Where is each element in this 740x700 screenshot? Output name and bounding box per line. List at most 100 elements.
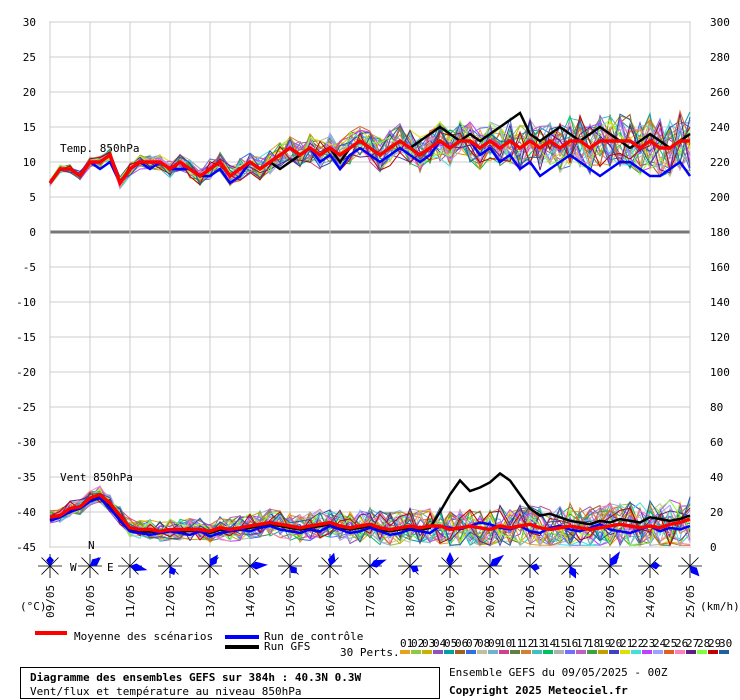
left-tick-label: 25 bbox=[23, 51, 36, 64]
pert-swatch bbox=[587, 650, 597, 654]
wind-rose bbox=[518, 554, 542, 578]
mean-legend-swatch bbox=[35, 631, 67, 635]
left-tick-label: -5 bbox=[23, 261, 36, 274]
rose-petal bbox=[130, 563, 148, 572]
temp-panel-label: Temp. 850hPa bbox=[60, 142, 139, 155]
pert-swatch bbox=[609, 650, 619, 654]
pert-number: 06 bbox=[455, 637, 468, 650]
rose-petal bbox=[610, 551, 621, 566]
right-tick-label: 300 bbox=[710, 16, 730, 29]
compass-e: E bbox=[107, 561, 114, 574]
left-tick-label: 5 bbox=[29, 191, 36, 204]
x-date-label: 18/05 bbox=[404, 585, 417, 618]
gfs-legend-swatch bbox=[225, 645, 259, 649]
wind-rose bbox=[678, 554, 702, 578]
pert-number: 09 bbox=[488, 637, 501, 650]
left-tick-label: -10 bbox=[16, 296, 36, 309]
right-tick-label: 260 bbox=[710, 86, 730, 99]
info-box: Diagramme des ensembles GEFS sur 384h : … bbox=[20, 667, 440, 699]
x-date-label: 09/05 bbox=[44, 585, 57, 618]
right-tick-label: 180 bbox=[710, 226, 730, 239]
wind-rose bbox=[278, 554, 302, 578]
pert-number: 20 bbox=[609, 637, 622, 650]
right-tick-label: 280 bbox=[710, 51, 730, 64]
x-date-label: 17/05 bbox=[364, 585, 377, 618]
x-date-label: 22/05 bbox=[564, 585, 577, 618]
wind-rose bbox=[158, 554, 182, 578]
left-tick-label: -35 bbox=[16, 471, 36, 484]
left-tick-label: 30 bbox=[23, 16, 36, 29]
pert-number: 23 bbox=[642, 637, 655, 650]
left-tick-label: 10 bbox=[23, 156, 36, 169]
diagram-title: Diagramme des ensembles GEFS sur 384h : … bbox=[30, 671, 362, 684]
rose-petal bbox=[410, 565, 419, 573]
pert-number: 17 bbox=[576, 637, 589, 650]
wind-rose bbox=[438, 552, 462, 578]
left-unit-label: (°C) bbox=[20, 600, 47, 613]
x-date-label: 25/05 bbox=[684, 585, 697, 618]
wind-rose bbox=[638, 554, 662, 578]
pert-swatch bbox=[576, 650, 586, 654]
pert-swatch bbox=[565, 650, 575, 654]
pert-swatch bbox=[433, 650, 443, 654]
pert-number: 05 bbox=[444, 637, 457, 650]
pert-swatch bbox=[675, 650, 685, 654]
rose-petal bbox=[490, 554, 505, 566]
right-tick-label: 60 bbox=[710, 436, 723, 449]
temp-perturbation-line bbox=[49, 120, 691, 188]
pert-number: 14 bbox=[543, 637, 557, 650]
pert-number: 12 bbox=[521, 637, 534, 650]
pert-swatch bbox=[554, 650, 564, 654]
wind-rose bbox=[318, 552, 342, 578]
wind-perturbation-line bbox=[49, 490, 691, 547]
pert-number: 30 bbox=[719, 637, 732, 650]
pert-number: 10 bbox=[499, 637, 512, 650]
x-date-label: 10/05 bbox=[84, 585, 97, 618]
wind-rose bbox=[558, 554, 582, 579]
wind-rose bbox=[198, 554, 222, 578]
right-tick-label: 0 bbox=[710, 541, 717, 554]
right-tick-label: 240 bbox=[710, 121, 730, 134]
pert-swatch bbox=[620, 650, 630, 654]
rose-petal bbox=[690, 566, 700, 577]
compass-w: W bbox=[70, 561, 77, 574]
run-info: Ensemble GEFS du 09/05/2025 - 00Z bbox=[449, 666, 668, 679]
control-legend-swatch bbox=[225, 635, 259, 639]
left-tick-label: -25 bbox=[16, 401, 36, 414]
pert-number: 26 bbox=[675, 637, 688, 650]
rose-petal bbox=[370, 559, 387, 568]
pert-number: 03 bbox=[422, 637, 435, 650]
pert-swatch bbox=[499, 650, 509, 654]
pert-swatch bbox=[543, 650, 553, 654]
left-tick-label: -15 bbox=[16, 331, 36, 344]
pert-number: 16 bbox=[565, 637, 578, 650]
wind-panel-label: Vent 850hPa bbox=[60, 471, 133, 484]
pert-swatch bbox=[664, 650, 674, 654]
pert-swatch bbox=[477, 650, 487, 654]
pert-swatch bbox=[653, 650, 663, 654]
pert-number: 08 bbox=[477, 637, 490, 650]
rose-petal bbox=[210, 554, 218, 566]
control-legend-label: Run de contrôle bbox=[264, 630, 364, 643]
gfs-legend-label: Run GFS bbox=[264, 640, 311, 653]
pert-number: 24 bbox=[653, 637, 667, 650]
x-date-label: 14/05 bbox=[244, 585, 257, 618]
x-date-label: 21/05 bbox=[524, 585, 537, 618]
pert-number: 29 bbox=[708, 637, 721, 650]
pert-number: 07 bbox=[466, 637, 479, 650]
left-tick-label: -40 bbox=[16, 506, 36, 519]
rose-petal bbox=[168, 566, 177, 576]
pert-swatch bbox=[510, 650, 520, 654]
pert-swatch bbox=[455, 650, 465, 654]
rose-petal bbox=[46, 556, 54, 566]
compass-n: N bbox=[88, 539, 95, 552]
temp-mean-line bbox=[48, 138, 690, 187]
x-date-label: 11/05 bbox=[124, 585, 137, 618]
wind-rose bbox=[598, 551, 622, 578]
wind-rose bbox=[78, 554, 102, 578]
rose-petal bbox=[650, 561, 660, 570]
pert-number: 02 bbox=[411, 637, 424, 650]
mean-legend-label: Moyenne des scénarios bbox=[74, 630, 214, 643]
wind-rose bbox=[358, 554, 387, 578]
